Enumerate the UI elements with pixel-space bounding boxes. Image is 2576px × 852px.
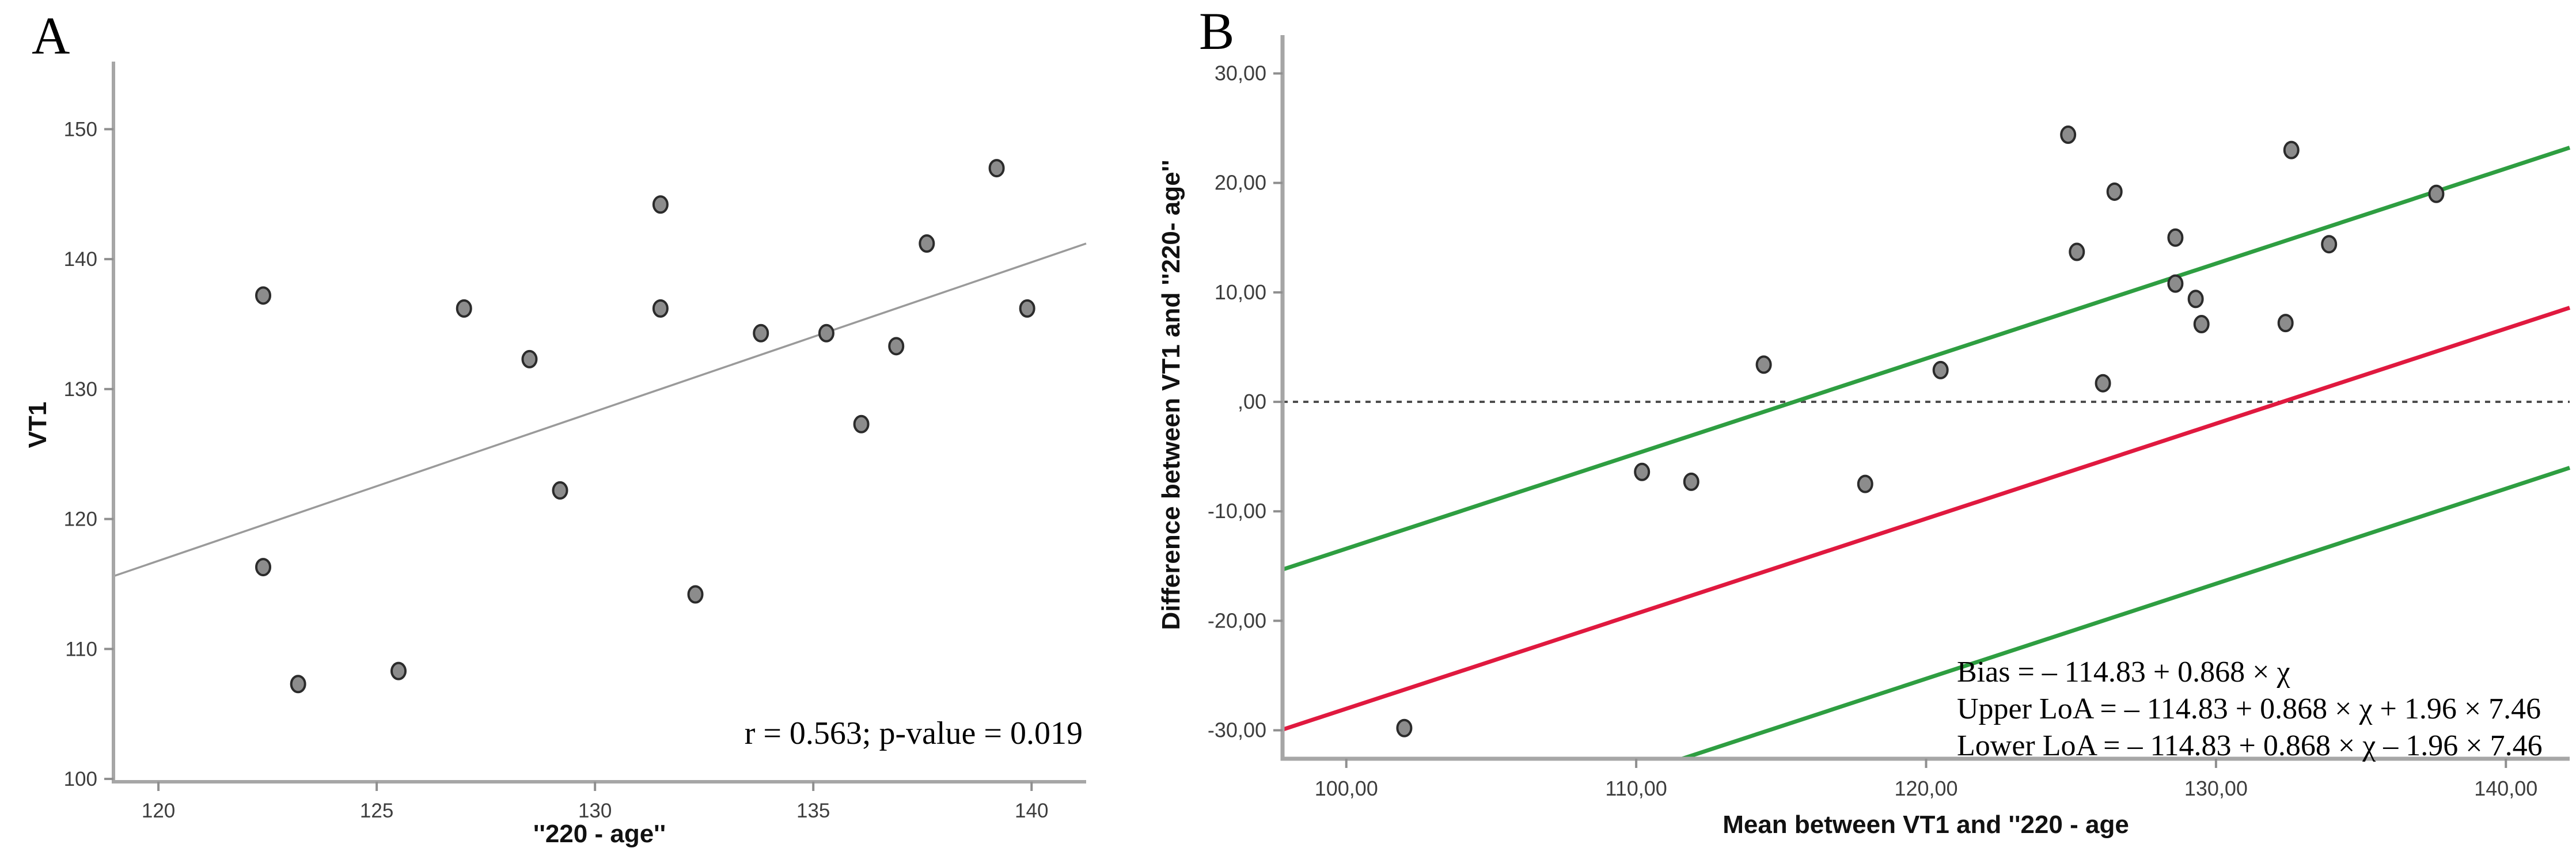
data-point <box>2060 125 2077 144</box>
data-point <box>818 324 834 343</box>
data-point <box>2277 314 2294 333</box>
data-point <box>853 414 870 433</box>
data-point <box>1755 355 1772 374</box>
regression-line <box>113 242 1087 577</box>
bias-equation: Bias = – 114.83 + 0.868 × χ <box>1957 656 2290 689</box>
data-point <box>255 558 272 577</box>
data-point <box>2187 290 2204 309</box>
data-point <box>1019 299 1035 318</box>
data-point <box>290 675 306 694</box>
data-point <box>390 661 407 680</box>
upper-loa-line <box>1281 146 2571 572</box>
y-tick-label: 150 <box>64 118 97 140</box>
data-point <box>988 159 1005 178</box>
data-point <box>753 324 769 343</box>
x-tick-label: 130 <box>578 800 612 822</box>
data-point <box>919 234 935 253</box>
panel-a-y-axis-title: VT1 <box>24 401 52 448</box>
y-tick-label: 130 <box>64 378 97 401</box>
data-point <box>2428 184 2445 203</box>
panel-b-x-axis-title: Mean between VT1 and ''220 - age <box>1723 811 2129 839</box>
x-tick-label: 125 <box>360 800 393 822</box>
x-tick-label: 100,00 <box>1315 777 1378 800</box>
panel-b-loa-annotation: Bias = – 114.83 + 0.868 × χ Upper LoA = … <box>1957 654 2543 764</box>
data-point <box>2095 374 2111 393</box>
bias-line <box>1281 306 2571 732</box>
data-point <box>2283 140 2300 159</box>
data-point <box>456 299 472 318</box>
lower-loa-line <box>1681 466 2571 761</box>
y-tick-label: 10,00 <box>1215 280 1266 304</box>
y-tick-label: -30,00 <box>1208 718 1266 742</box>
data-point <box>2193 315 2210 334</box>
data-point <box>2321 235 2338 254</box>
x-tick-label: 120 <box>142 800 175 822</box>
data-point <box>1396 718 1413 737</box>
y-tick-label: 100 <box>64 768 97 790</box>
data-point <box>687 585 704 604</box>
lower-loa-equation: Lower LoA = – 114.83 + 0.868 × χ – 1.96 … <box>1957 729 2543 762</box>
data-point <box>2106 182 2123 201</box>
data-point <box>652 195 669 214</box>
data-point <box>1932 360 1949 379</box>
y-tick-label: -20,00 <box>1208 608 1266 632</box>
x-tick-label: 140,00 <box>2474 777 2537 800</box>
x-tick-label: 130,00 <box>2184 777 2248 800</box>
panel-b-letter: B <box>1199 2 1235 60</box>
x-tick-label: 120,00 <box>1894 777 1957 800</box>
data-point <box>1857 474 1873 493</box>
data-point <box>652 299 669 318</box>
y-tick-label: 30,00 <box>1215 62 1266 85</box>
upper-loa-equation: Upper LoA = – 114.83 + 0.868 × χ + 1.96 … <box>1957 693 2541 725</box>
data-point <box>521 349 538 368</box>
data-point <box>1683 472 1699 491</box>
y-tick-label: 110 <box>65 638 97 660</box>
data-point <box>1634 462 1651 481</box>
data-point <box>2167 274 2184 293</box>
panel-a-x-axis-title: ''220 - age'' <box>533 820 666 848</box>
x-tick-label: 135 <box>796 800 830 822</box>
x-tick-label: 140 <box>1015 800 1048 822</box>
y-tick-label: 20,00 <box>1215 171 1266 195</box>
y-tick-label: ,00 <box>1238 390 1266 413</box>
panel-a-correlation-annotation: r = 0.563; p-value = 0.019 <box>744 716 1083 751</box>
data-point <box>2069 242 2085 261</box>
data-point <box>2167 228 2184 247</box>
panel-b-y-axis-title: Difference between VT1 and ''220- age'' <box>1157 159 1185 630</box>
panel-a-letter: A <box>32 6 70 65</box>
y-tick-label: 140 <box>64 248 97 271</box>
y-tick-label: -10,00 <box>1208 499 1266 523</box>
data-point <box>255 286 272 305</box>
data-point <box>888 337 905 356</box>
data-point <box>552 481 568 500</box>
x-tick-label: 110,00 <box>1605 777 1667 800</box>
y-tick-label: 120 <box>64 508 97 531</box>
